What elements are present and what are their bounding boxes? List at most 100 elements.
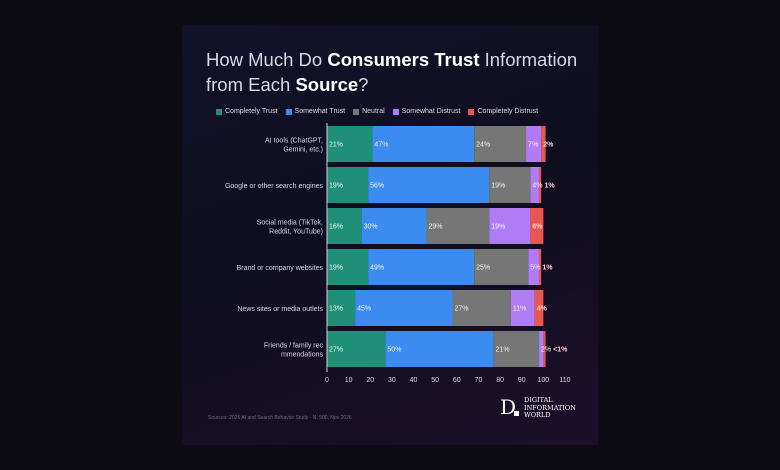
- bar-segment: [539, 331, 544, 367]
- data-label: 21%: [496, 347, 510, 354]
- x-tick-label: 100: [538, 377, 550, 384]
- data-label: 4%: [537, 306, 548, 313]
- category-label: News sites or media outlets: [237, 306, 323, 313]
- category-label: Brand or company websites: [237, 265, 324, 272]
- data-label: 29%: [429, 224, 443, 231]
- x-tick-label: 80: [496, 377, 504, 384]
- bar-segment: [372, 126, 475, 162]
- data-label: 49%: [370, 265, 384, 272]
- x-tick-label: 50: [431, 377, 439, 384]
- bar-segment: [327, 167, 369, 203]
- x-tick-label: 40: [410, 377, 418, 384]
- bar-segment: [489, 167, 531, 203]
- data-label: 6%: [532, 224, 543, 231]
- bar-segment: [327, 290, 356, 326]
- legend-swatch: [392, 108, 399, 115]
- legend-label: Somewhat Trust: [294, 108, 346, 115]
- data-label: 30%: [364, 224, 378, 231]
- x-tick-label: 70: [475, 377, 483, 384]
- category-label: AI tools (ChatGPT,: [265, 138, 323, 145]
- data-label: 25%: [476, 265, 490, 272]
- bar-segment: [489, 208, 531, 244]
- bar-segment: [528, 249, 540, 285]
- data-label: 50%: [387, 347, 401, 354]
- bar-segment: [526, 126, 542, 162]
- data-label: 47%: [374, 142, 388, 149]
- data-label: 1%: [542, 265, 553, 272]
- bar-segment: [361, 208, 427, 244]
- source-note: Sources: 2026 AI and Search Behavior Stu…: [208, 415, 352, 421]
- legend-swatch: [353, 108, 360, 115]
- bar-segment: [530, 167, 540, 203]
- data-label: 19%: [329, 183, 343, 190]
- bar-segment: [368, 167, 490, 203]
- data-label: 1%: [545, 183, 556, 190]
- bar-segment: [539, 167, 542, 203]
- category-label: Reddit, YouTube): [269, 229, 323, 236]
- bar-segment: [474, 249, 529, 285]
- bar-segment: [474, 126, 527, 162]
- legend-item: Completely Trust: [216, 108, 278, 115]
- logo: D DIGITAL INFORMATION WORLD: [500, 396, 576, 420]
- legend-item: Completely Distrust: [468, 108, 538, 115]
- legend-label: Completely Trust: [225, 108, 278, 115]
- data-label: 19%: [491, 183, 505, 190]
- data-label: 11%: [513, 306, 527, 313]
- data-label: 27%: [454, 306, 468, 313]
- legend-item: Somewhat Distrust: [392, 108, 461, 115]
- legend-item: Neutral: [353, 108, 385, 115]
- legend-swatch: [468, 108, 475, 115]
- legend: Completely Trust Somewhat Trust Neutral Som…: [216, 108, 538, 115]
- chart-card: How Much Do Consumers Trust Information f…: [182, 25, 598, 445]
- bar-segment: [452, 290, 511, 326]
- data-label: 56%: [370, 183, 384, 190]
- legend-swatch: [216, 108, 222, 115]
- data-label: 27%: [329, 347, 343, 354]
- data-label: 24%: [476, 142, 490, 149]
- bar-segment: [355, 290, 453, 326]
- legend-label: Completely Distrust: [477, 108, 539, 115]
- x-tick-label: 10: [345, 377, 353, 384]
- data-label: 4%: [532, 183, 542, 190]
- data-label: 2%: [543, 142, 554, 149]
- legend-label: Somewhat Distrust: [401, 108, 461, 115]
- data-label: 13%: [329, 306, 343, 313]
- x-tick-label: 60: [453, 377, 461, 384]
- logo-mark: D: [500, 397, 519, 417]
- legend-label: Neutral: [362, 108, 385, 115]
- logo-text: DIGITAL INFORMATION WORLD: [524, 396, 576, 419]
- bar-segment: [368, 249, 475, 285]
- bar-segment: [534, 290, 544, 326]
- data-label: 16%: [329, 224, 343, 231]
- bar-chart: AI tools (ChatGPT, Gemini, etc.) 21% 47% 24%…: [225, 123, 571, 384]
- category-label: Social media (TikTok,: [257, 220, 323, 227]
- category-label: Gemini, etc.): [283, 147, 323, 154]
- bar-segment: [493, 331, 540, 367]
- data-label: 21%: [329, 142, 343, 149]
- data-label: <1%: [553, 347, 568, 354]
- data-label: 2%: [541, 347, 551, 354]
- chart-title: How Much Do Consumers Trust Information f…: [206, 49, 578, 95]
- x-tick-label: 0: [325, 377, 329, 384]
- category-label: Friends / family rec: [264, 343, 324, 350]
- x-tick-label: 110: [559, 377, 570, 384]
- bar-segment: [327, 331, 386, 367]
- bar-segment: [426, 208, 490, 244]
- bar-segment: [327, 126, 373, 162]
- data-label: 7%: [528, 142, 538, 149]
- bar-segment: [543, 331, 546, 367]
- category-label: mmendations: [281, 352, 324, 359]
- bar-segment: [539, 249, 542, 285]
- bar-segment: [327, 249, 369, 285]
- category-label: Google or other search engines: [225, 183, 324, 190]
- bar-segment: [541, 126, 546, 162]
- x-tick-label: 20: [366, 377, 374, 384]
- x-tick-label: 90: [518, 377, 526, 384]
- legend-item: Somewhat Trust: [285, 108, 346, 115]
- bar-segment: [530, 208, 544, 244]
- data-label: 19%: [491, 224, 505, 231]
- bar-segment: [385, 331, 494, 367]
- bar-segment: [327, 208, 362, 244]
- legend-swatch: [285, 108, 292, 115]
- data-label: 19%: [329, 265, 343, 272]
